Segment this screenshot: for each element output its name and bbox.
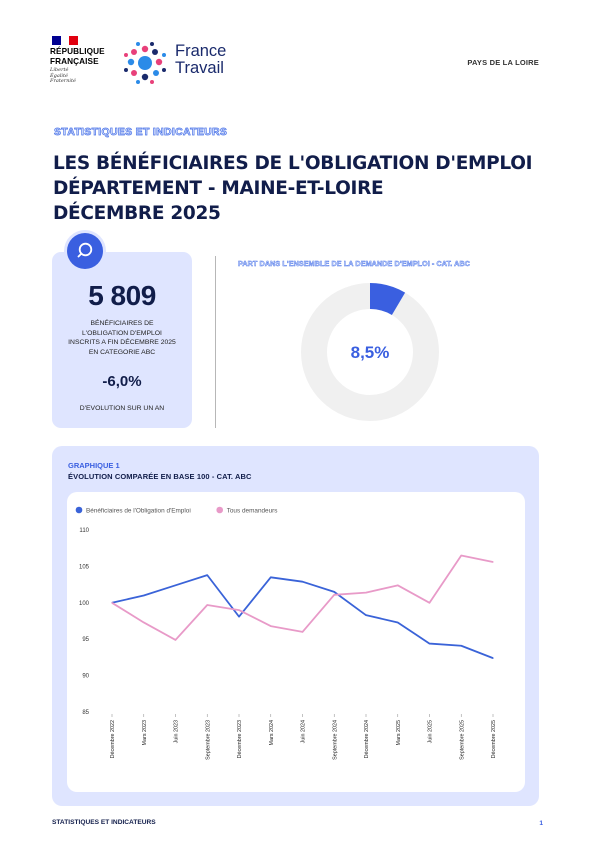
x-tick-label: Juin 2023 — [174, 720, 180, 743]
data-point — [238, 609, 240, 611]
page-number: 1 — [539, 820, 543, 827]
data-point — [397, 621, 399, 624]
data-point — [365, 614, 367, 616]
x-tick-label: Juin 2024 — [301, 720, 307, 743]
donut-slice — [369, 283, 406, 316]
x-tick-label: Décembre 2024 — [364, 720, 370, 758]
share-title: PART DANS L'ENSEMBLE DE LA DEMANDE D'EMP… — [238, 259, 471, 268]
y-tick-label: 105 — [79, 564, 90, 570]
kpi-badge — [67, 233, 103, 269]
x-tick-label: Mars 2024 — [269, 720, 275, 745]
data-point — [460, 554, 462, 557]
data-point — [174, 639, 177, 641]
graph-title: ÉVOLUTION COMPARÉE EN BASE 100 - CAT. AB… — [68, 472, 252, 481]
republique-motto: Liberté Égalité Fraternité — [50, 67, 76, 84]
data-point — [143, 594, 145, 597]
legend-marker — [216, 506, 223, 514]
republique-francaise-logo: RÉPUBLIQUE FRANÇAISE — [50, 47, 105, 66]
x-tick-label: Mars 2023 — [142, 720, 148, 745]
data-point — [238, 616, 240, 618]
search-icon — [77, 242, 93, 258]
x-tick-label: Septembre 2023 — [205, 720, 211, 760]
section-kicker: STATISTIQUES ET INDICATEURS — [54, 126, 228, 139]
x-tick-label: Septembre 2025 — [459, 720, 465, 760]
data-point — [143, 621, 145, 624]
legend-label: Bénéficiaires de l'Obligation d'Emploi — [86, 508, 191, 515]
region-label: PAYS DE LA LOIRE — [467, 58, 539, 67]
graph-kicker: GRAPHIQUE 1 — [68, 461, 120, 470]
data-point — [397, 584, 399, 586]
data-point — [206, 574, 208, 576]
data-point — [492, 561, 494, 563]
x-tick-label: Juin 2025 — [428, 720, 434, 743]
data-point — [460, 645, 462, 647]
legend-marker — [75, 506, 83, 514]
share-donut-chart — [301, 283, 439, 421]
kpi-value: 5 809 — [88, 280, 156, 311]
footer-label: STATISTIQUES ET INDICATEURS — [52, 819, 156, 826]
data-point — [301, 581, 304, 583]
y-tick-label: 90 — [82, 674, 89, 680]
data-point — [301, 631, 304, 633]
kpi-label: BÉNÉFICIAIRES DE L'OBLIGATION D'EMPLOI I… — [68, 320, 176, 356]
data-point — [428, 602, 431, 604]
y-tick-label: 100 — [79, 601, 90, 607]
kpi-evolution: -6,0% — [102, 373, 142, 390]
data-point — [333, 591, 335, 593]
data-point — [270, 625, 272, 627]
data-point — [428, 642, 431, 645]
data-point — [333, 594, 335, 596]
x-tick-label: Décembre 2023 — [237, 720, 243, 758]
x-tick-label: Décembre 2022 — [110, 720, 116, 758]
kpi-evolution-label: D'EVOLUTION SUR UN AN — [79, 405, 165, 412]
line-chart: Bénéficiaires de l'Obligation d'Emploi To… — [75, 506, 497, 760]
data-point — [206, 604, 208, 606]
divider — [215, 256, 216, 428]
french-flag-icon — [52, 36, 79, 45]
france-travail-logo-icon — [124, 42, 166, 84]
share-value: 8,5% — [350, 343, 390, 362]
page-title: LES BÉNÉFICIAIRES DE L'OBLIGATION D'EMPL… — [53, 153, 533, 224]
y-tick-label: 85 — [82, 710, 89, 716]
france-travail-brand: France Travail — [175, 42, 227, 77]
x-tick-label: Décembre 2025 — [491, 720, 497, 758]
x-tick-label: Mars 2025 — [396, 720, 402, 745]
series-line — [111, 574, 494, 659]
x-tick-label: Septembre 2024 — [332, 720, 338, 760]
data-point — [365, 592, 367, 594]
y-tick-label: 110 — [79, 528, 89, 534]
series-line — [111, 554, 494, 641]
data-point — [492, 657, 494, 659]
kpi-card — [52, 252, 192, 428]
y-tick-label: 95 — [82, 637, 89, 643]
data-point — [270, 576, 272, 578]
data-point — [174, 584, 177, 586]
chart-area — [67, 492, 525, 792]
data-point — [111, 602, 113, 604]
legend-label: Tous demandeurs — [227, 508, 278, 515]
